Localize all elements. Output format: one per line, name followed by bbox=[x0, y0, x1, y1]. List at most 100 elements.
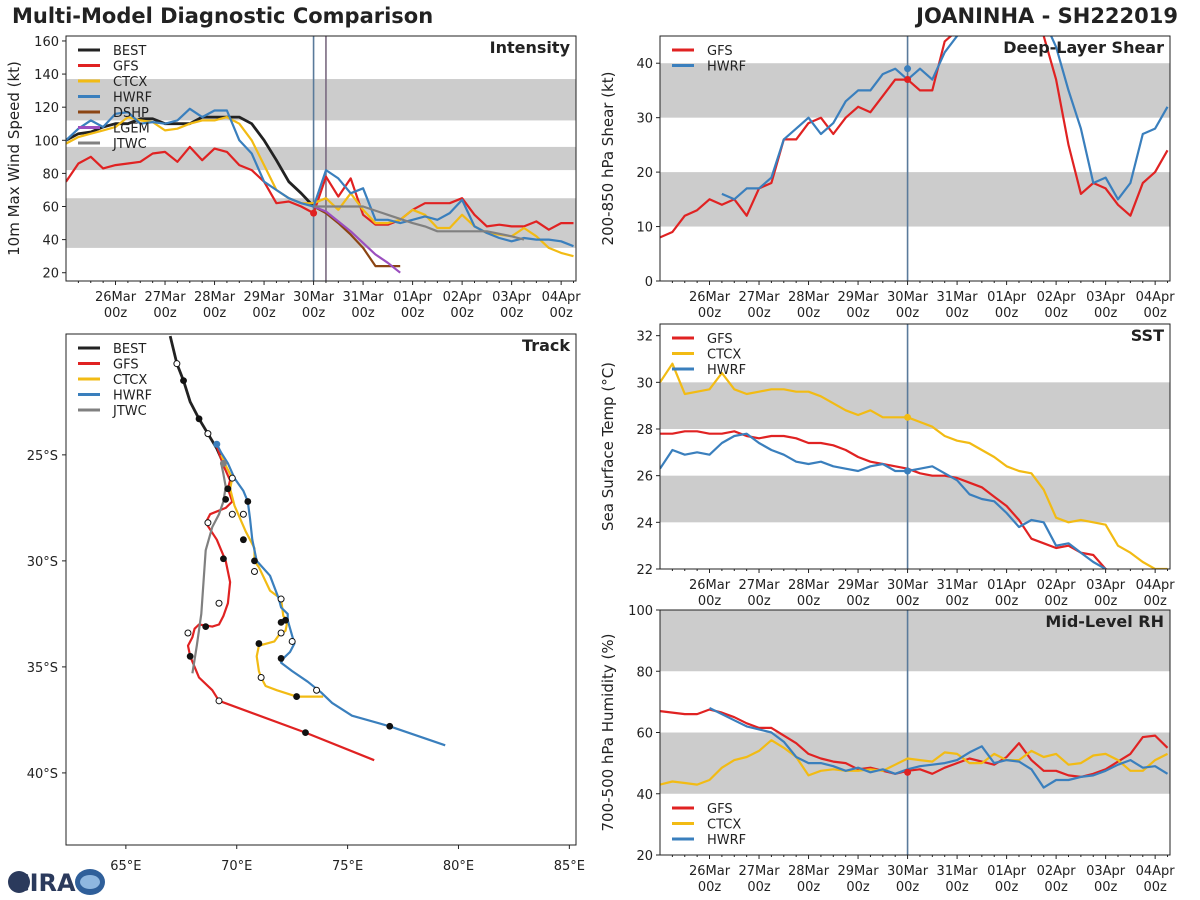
x-tick-label-hour: 00z bbox=[747, 594, 771, 609]
y-tick-label: 20 bbox=[42, 267, 59, 282]
series-group bbox=[660, 36, 1169, 239]
y-tick-label: 160 bbox=[34, 35, 59, 50]
panel-intensity: 2040608010012014016026Mar00z27Mar00z28Ma… bbox=[5, 35, 581, 321]
series-group bbox=[168, 335, 446, 762]
x-tick-label: 01Apr bbox=[393, 290, 433, 305]
x-tick-label-hour: 00z bbox=[1143, 306, 1167, 321]
y-tick-label: 22 bbox=[636, 563, 653, 578]
y-tick-label: 80 bbox=[636, 665, 653, 680]
y-tick-label: 60 bbox=[42, 201, 59, 216]
y-tick-label: 10 bbox=[636, 221, 653, 236]
y-tick-label: 80 bbox=[42, 167, 59, 182]
track-point-filled bbox=[222, 495, 230, 503]
track-point-filled bbox=[386, 722, 394, 730]
cira-globe-icon bbox=[8, 871, 30, 893]
x-tick-label-hour: 00z bbox=[945, 306, 969, 321]
track-point-open bbox=[250, 567, 258, 575]
track-point-open bbox=[288, 637, 296, 645]
x-tick-label: 04Apr bbox=[1136, 864, 1176, 879]
y-tick-label: 40 bbox=[42, 234, 59, 249]
x-tick-label-hour: 00z bbox=[1044, 594, 1068, 609]
x-tick-label-hour: 00z bbox=[896, 880, 920, 895]
axes-frame bbox=[659, 323, 1171, 570]
track-point-open bbox=[277, 629, 285, 637]
panel-title: Intensity bbox=[490, 38, 571, 57]
legend-label-hwrf: HWRF bbox=[113, 389, 152, 404]
marker-gfs bbox=[310, 209, 318, 217]
track-point-open bbox=[313, 686, 321, 694]
track-point-open bbox=[228, 474, 236, 482]
series-line-gfs bbox=[660, 430, 1109, 569]
track-point-filled bbox=[302, 729, 309, 737]
x-tick-label: 28Mar bbox=[788, 864, 830, 879]
series-line-lgem bbox=[313, 205, 401, 274]
track-point-open bbox=[173, 360, 181, 368]
x-tick-label: 26Mar bbox=[689, 290, 731, 305]
panel-sst: 22242628303226Mar00z27Mar00z28Mar00z29Ma… bbox=[599, 323, 1175, 609]
x-tick-label-hour: 00z bbox=[945, 880, 969, 895]
legend-label-gfs: GFS bbox=[707, 802, 733, 817]
legend-label-dshp: DSHP bbox=[113, 106, 149, 121]
legend-label-gfs: GFS bbox=[113, 60, 139, 75]
track-point-filled bbox=[293, 693, 301, 700]
shaded-band bbox=[660, 475, 1170, 523]
panel-title: Deep-Layer Shear bbox=[1003, 38, 1164, 57]
track-point-open bbox=[215, 697, 223, 705]
x-tick-label: 26Mar bbox=[95, 290, 137, 305]
panel-title: Track bbox=[522, 336, 570, 355]
x-tick-label: 27Mar bbox=[738, 290, 780, 305]
y-tick-label: 60 bbox=[636, 727, 653, 742]
x-tick-label: 70°E bbox=[221, 859, 252, 874]
track-point-filled bbox=[251, 557, 258, 565]
legend-label-jtwc: JTWC bbox=[112, 404, 147, 419]
y-axis-label: 700-500 hPa Humidity (%) bbox=[599, 633, 617, 831]
y-tick-label: 100 bbox=[34, 134, 59, 149]
x-tick-label: 85°E bbox=[554, 859, 585, 874]
x-tick-label: 04Apr bbox=[1136, 290, 1176, 305]
series-group bbox=[660, 362, 1168, 569]
x-tick-label-hour: 00z bbox=[995, 594, 1019, 609]
x-tick-label: 28Mar bbox=[194, 290, 236, 305]
x-tick-label: 26Mar bbox=[689, 578, 731, 593]
legend-label-hwrf: HWRF bbox=[707, 60, 746, 75]
shaded-band bbox=[66, 146, 576, 171]
x-tick-label: 31Mar bbox=[937, 864, 979, 879]
panel-track: 25°S 30°S 35°S 40°S 65°E 70°E 75°E 80°E 85°E Trac… bbox=[27, 333, 585, 874]
x-tick-label-hour: 00z bbox=[450, 306, 474, 321]
series-line-ctcx bbox=[660, 739, 1168, 786]
x-tick-label-hour: 00z bbox=[549, 306, 573, 321]
y-axis-label: 200-850 hPa Shear (kt) bbox=[599, 72, 617, 246]
cira-logo: CIRA bbox=[8, 869, 105, 897]
series-line-gfs bbox=[660, 36, 1169, 239]
x-tick-label: 02Apr bbox=[1037, 578, 1077, 593]
x-tick-label-hour: 00z bbox=[995, 306, 1019, 321]
y-tick-label: 32 bbox=[636, 330, 653, 345]
x-tick-label: 65°E bbox=[110, 859, 141, 874]
shaded-band bbox=[660, 172, 1170, 227]
cira-logo-text: CIRA bbox=[12, 869, 76, 897]
track-point-open bbox=[215, 599, 223, 607]
start-marker-hwrf bbox=[213, 440, 221, 448]
axes-frame bbox=[65, 35, 577, 282]
y-tick-label: 30°S bbox=[27, 555, 58, 570]
x-tick-label-hour: 00z bbox=[104, 306, 128, 321]
x-tick-label-hour: 00z bbox=[1094, 880, 1118, 895]
series-line-gfs bbox=[66, 145, 574, 231]
track-point-open bbox=[204, 519, 212, 527]
panel-rh: 2040608010026Mar00z27Mar00z28Mar00z29Mar… bbox=[599, 604, 1175, 895]
series-line-hwrf bbox=[709, 707, 1169, 789]
series-line-hwrf bbox=[721, 36, 1169, 201]
legend-label-hwrf: HWRF bbox=[113, 91, 152, 106]
series-line-hwrf bbox=[215, 443, 446, 747]
x-tick-label-hour: 00z bbox=[698, 594, 722, 609]
legend-label-ctcx: CTCX bbox=[707, 348, 741, 363]
legend-label-hwrf: HWRF bbox=[707, 363, 746, 378]
x-tick-label-hour: 00z bbox=[797, 306, 821, 321]
x-tick-label: 02Apr bbox=[1037, 864, 1077, 879]
x-tick-label: 26Mar bbox=[689, 864, 731, 879]
x-tick-label: 03Apr bbox=[492, 290, 532, 305]
series-line-jtwc bbox=[313, 205, 525, 241]
axes-frame bbox=[65, 333, 577, 846]
track-point-open bbox=[239, 510, 247, 518]
legend-label-best: BEST bbox=[113, 342, 146, 357]
